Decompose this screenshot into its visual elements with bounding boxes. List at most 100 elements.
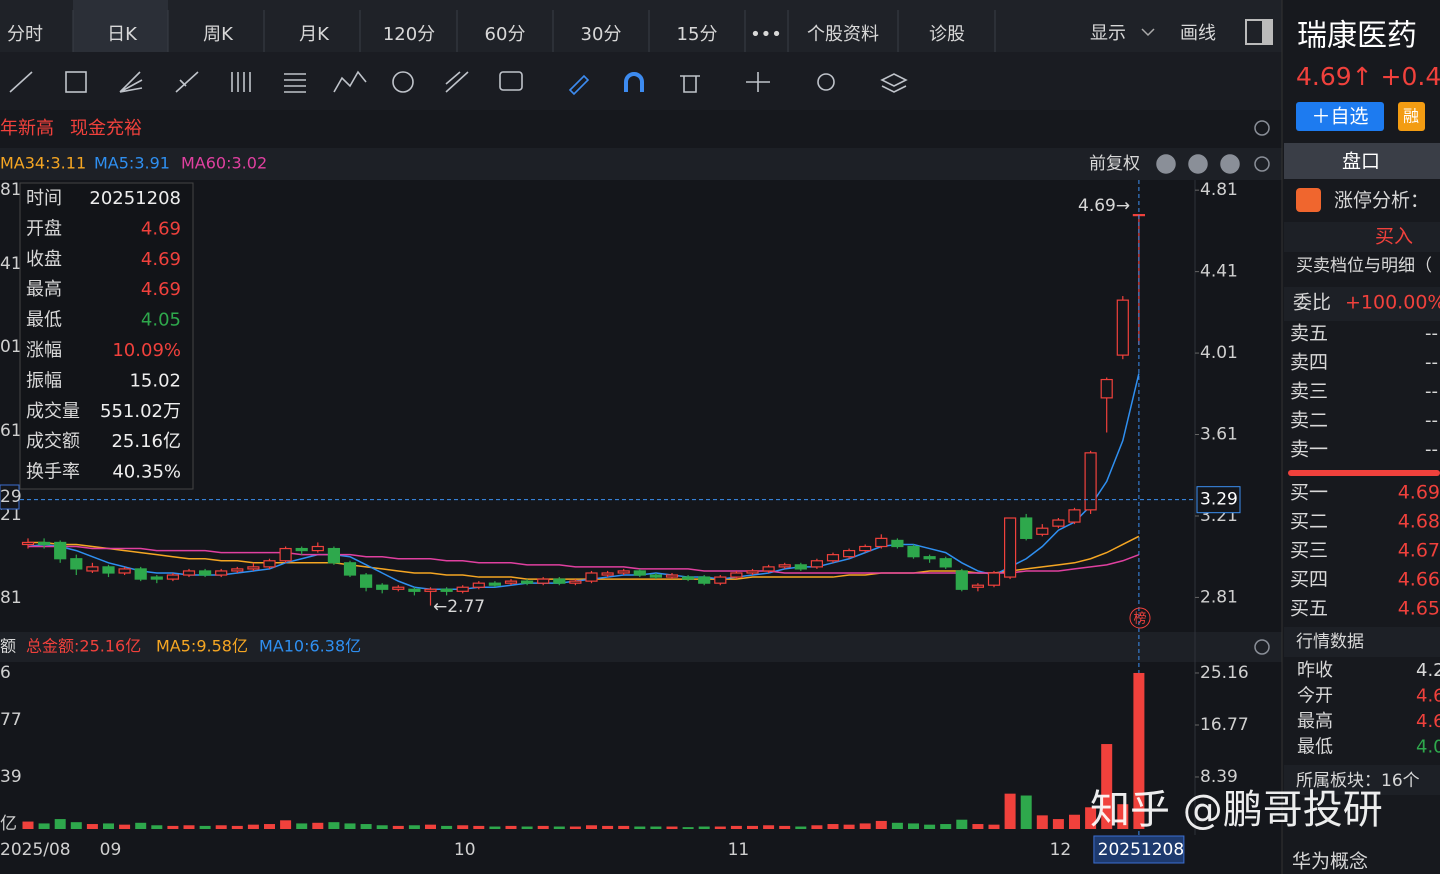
volume-legend: 总金额:25.16亿 [26,637,141,656]
x-tick-label: 20251208 [1098,840,1185,860]
buy-price: 4.66 [1398,569,1440,591]
sell-price: -- [1425,352,1438,373]
draw-button[interactable]: 画线 [1180,23,1216,44]
concept[interactable]: 华为概念 [1292,850,1368,873]
info-value: 10.09% [112,340,181,361]
volume-bar [827,824,839,829]
low-annotation: ←2.77 [433,597,485,617]
volume-bar [682,827,694,829]
detail-label: 买卖档位与明细（ [1296,256,1432,276]
legend-row [0,148,1282,180]
volume-bar [183,825,195,829]
tag-row [0,110,1282,148]
tab[interactable]: 个股资料 [807,24,879,45]
volume-bar [441,825,453,829]
stock-price: 4.69↑ +0.4 [1296,62,1440,91]
volume-bar [86,824,98,829]
candle-body [859,545,872,552]
sectors[interactable]: 所属板块：16个 [1296,771,1420,791]
tab[interactable]: 周K [203,24,234,45]
book-tab-text[interactable]: 盘口 [1342,151,1380,173]
volume-bar [940,824,952,829]
y-tick-label: 3.61 [1200,425,1238,445]
watch-button[interactable] [1296,102,1384,131]
candle-body [408,588,421,592]
volume-bar [553,826,565,829]
x-tick-label: 10 [454,840,476,860]
candle-body [617,570,630,574]
tab[interactable]: 分时 [7,24,43,45]
display-menu[interactable]: 显示 [1090,23,1126,44]
x-tick-label: 09 [100,840,122,860]
tool-icons[interactable] [9,70,908,96]
candle-body [746,570,759,574]
chevron [1141,28,1155,37]
volume-bar [199,825,211,829]
watch-button-text[interactable]: ＋自选 [1311,106,1368,128]
candle-body [649,574,663,578]
candle-body [263,560,276,568]
volume-bar [747,825,758,829]
sell-level: 卖五 [1290,323,1328,345]
tab[interactable]: 15分 [677,24,718,45]
tab[interactable]: 日K [107,24,138,45]
buy-row-bg [1284,222,1440,252]
left-tick-fragment: 77 [0,710,22,730]
candle-body [1036,527,1049,535]
left-tick-fragment: 81 [0,180,22,200]
buy-in[interactable]: 买入 [1375,226,1413,248]
book-tab[interactable] [1284,143,1440,179]
tab[interactable]: 60分 [485,24,526,45]
ratio-value: +100.00% [1345,292,1440,314]
board-badge-text[interactable]: 榜 [1133,611,1146,627]
candle-body [1068,509,1081,523]
x-tick-label: 12 [1050,840,1072,860]
info-label: 振幅 [26,370,62,391]
quote-label: 昨收 [1297,660,1333,681]
candle-body [150,576,163,580]
volume-bar [22,821,34,829]
quote-title-bg [1284,627,1440,657]
candle-body [537,578,550,584]
stock-name: 瑞康医药 [1297,19,1417,54]
volume-bar [763,825,775,829]
candle-body [987,572,1001,586]
candle-body [456,586,469,592]
volume-bar [521,826,533,829]
candle-body [810,560,824,568]
volume-legend-row [0,632,1282,662]
volume-bar [569,826,581,829]
candle-body [295,547,308,552]
candle-body [343,562,357,576]
candle-body [778,564,791,568]
info-label: 收盘 [26,249,62,270]
tab[interactable]: 30分 [581,24,622,45]
volume-bar [360,824,372,829]
adjust-menu[interactable]: 前复权 [1089,154,1140,174]
volume-bar [151,825,163,829]
candle-body [730,572,743,578]
tab[interactable]: 诊股 [929,24,965,45]
ratio-bar [1288,470,1440,476]
candle-body [424,588,437,592]
left-tick-fragment: 61 [0,421,22,441]
candle-body [1052,519,1065,527]
volume-bar [312,822,324,829]
quote-label: 最低 [1297,737,1333,758]
tab[interactable]: 120分 [383,24,435,45]
volume-bar [38,823,50,829]
sell-level: 卖三 [1290,381,1328,403]
settings-icons[interactable] [1156,120,1270,655]
volume-bar [779,825,791,829]
tab[interactable]: ••• [750,24,782,45]
quote-value: 4.6 [1416,686,1440,707]
candle-body [1116,299,1129,356]
limit-analysis[interactable]: 涨停分析： [1334,190,1429,212]
tab[interactable]: 月K [299,24,330,45]
board-badge[interactable] [1129,607,1151,629]
quote-value: 4.2 [1416,660,1440,681]
ma-legend: MA60:3.02 [181,154,267,173]
layout-icon-fill [1262,20,1272,44]
margin-badge[interactable] [1398,102,1425,131]
